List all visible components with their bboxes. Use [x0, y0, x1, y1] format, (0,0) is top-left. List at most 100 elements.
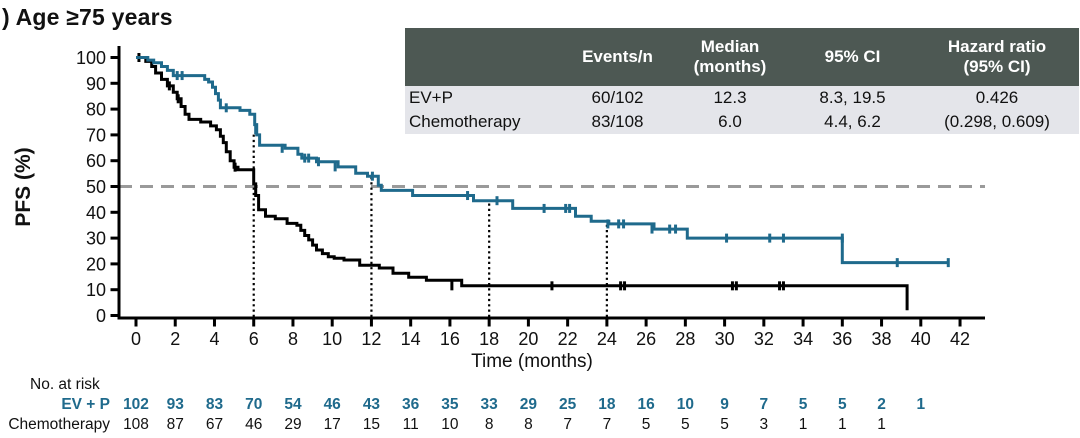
x-tick-label: 2: [170, 329, 180, 349]
risk-value: 16: [637, 396, 655, 413]
risk-value: 10: [677, 396, 694, 413]
stats-row-events: 60/102: [565, 86, 670, 110]
risk-value: 7: [760, 396, 769, 413]
x-tick-label: 22: [558, 329, 578, 349]
y-tick-label: 70: [86, 125, 106, 145]
risk-value: 102: [123, 396, 149, 413]
y-ticks: [110, 56, 119, 317]
x-tick-label: 32: [754, 329, 774, 349]
stats-row-median: 12.3: [670, 86, 790, 110]
y-tick-label: 50: [86, 177, 106, 197]
x-tick-labels: 0 2 4 6 8 10 12 14 16 18 20 22 24 26 28 30 32 34 36 38 40 42: [131, 329, 970, 349]
landmark-dotted-lines: [252, 133, 608, 317]
risk-value: 17: [324, 416, 341, 433]
x-tick-label: 28: [675, 329, 695, 349]
risk-value: 7: [563, 416, 572, 433]
x-tick-label: 40: [911, 329, 931, 349]
risk-value: 5: [681, 416, 690, 433]
y-tick-label: 80: [86, 100, 106, 120]
x-tick-label: 24: [597, 329, 617, 349]
x-tick-label: 6: [249, 329, 259, 349]
risk-value: 93: [167, 396, 185, 413]
risk-value: 35: [441, 396, 459, 413]
risk-value: 1: [838, 416, 847, 433]
axes: [117, 46, 985, 320]
risk-value: 70: [245, 396, 262, 413]
risk-value: 54: [284, 396, 302, 413]
risk-value: 36: [402, 396, 420, 413]
x-tick-label: 16: [440, 329, 460, 349]
stats-row-ci: 4.4, 6.2: [790, 110, 915, 134]
y-axis-label: PFS (%): [12, 147, 35, 226]
risk-value: 5: [642, 416, 651, 433]
stats-header-hr: Hazard ratio (95% CI): [915, 28, 1079, 86]
risk-value: 10: [441, 416, 459, 433]
risk-value: 33: [481, 396, 499, 413]
risk-row-ev-p: EV + P 102 93 83 70 54 46 43 36 35 33 29 25 18 16 10 9 7 5…: [61, 396, 925, 413]
y-tick-labels: 0 10 20 30 40 50 60 70 80 90 100: [76, 48, 106, 326]
x-ticks: [134, 318, 962, 327]
stats-row-median: 6.0: [670, 110, 790, 134]
stats-header-median: Median (months): [670, 28, 790, 86]
risk-value: 15: [363, 416, 380, 433]
stats-row-hr: 0.426: [915, 86, 1079, 110]
x-tick-label: 10: [322, 329, 342, 349]
risk-value: 87: [167, 416, 184, 433]
risk-value: 5: [799, 396, 808, 413]
risk-value: 5: [838, 396, 847, 413]
y-tick-label: 0: [96, 306, 106, 326]
x-tick-label: 8: [288, 329, 298, 349]
risk-value: 67: [206, 416, 223, 433]
risk-value: 18: [598, 396, 616, 413]
stats-row-events: 83/108: [565, 110, 670, 134]
risk-value: 5: [720, 416, 729, 433]
x-tick-label: 18: [479, 329, 499, 349]
survival-step-path: [136, 56, 949, 265]
stats-row-label: Chemotherapy: [405, 110, 565, 134]
risk-value: 1: [916, 396, 925, 413]
risk-value: 9: [720, 396, 729, 413]
stats-row-hr: (0.298, 0.609): [915, 110, 1079, 134]
x-tick-label: 34: [793, 329, 813, 349]
x-tick-label: 26: [636, 329, 656, 349]
x-tick-label: 12: [361, 329, 381, 349]
chemotherapy-curve: [136, 53, 909, 311]
risk-value: 46: [245, 416, 262, 433]
stats-row-ci: 8.3, 19.5: [790, 86, 915, 110]
x-tick-label: 42: [950, 329, 970, 349]
risk-row-label: EV + P: [61, 396, 110, 413]
y-tick-label: 40: [86, 203, 106, 223]
x-tick-label: 30: [715, 329, 735, 349]
risk-value: 108: [123, 416, 149, 433]
risk-row-chemotherapy: Chemotherapy 108 87 67 46 29 17 15 11 10 8 8 7 7 5 5 5 3 1…: [8, 416, 886, 433]
risk-value: 25: [559, 396, 577, 413]
x-tick-label: 14: [401, 329, 421, 349]
risk-value: 7: [603, 416, 612, 433]
risk-value: 2: [877, 396, 886, 413]
stats-header-ci: 95% CI: [790, 28, 915, 86]
x-tick-label: 36: [832, 329, 852, 349]
risk-value: 8: [485, 416, 494, 433]
risk-value: 43: [363, 396, 381, 413]
panel-title: ) Age ≥75 years: [2, 4, 173, 30]
stats-header-events: Events/n: [565, 28, 670, 86]
y-tick-label: 90: [86, 74, 106, 94]
risk-table-heading: No. at risk: [30, 376, 100, 393]
risk-value: 3: [760, 416, 769, 433]
risk-value: 29: [284, 416, 301, 433]
x-axis-label: Time (months): [471, 351, 593, 372]
stats-header-blank: [405, 28, 565, 86]
risk-value: 8: [524, 416, 533, 433]
x-tick-label: 38: [872, 329, 892, 349]
y-tick-label: 100: [76, 48, 106, 68]
risk-value: 46: [324, 396, 342, 413]
risk-value: 83: [206, 396, 224, 413]
x-tick-label: 4: [209, 329, 219, 349]
stats-row-label: EV+P: [405, 86, 565, 110]
y-tick-label: 60: [86, 151, 106, 171]
y-tick-label: 20: [86, 254, 106, 274]
x-tick-label: 0: [131, 329, 141, 349]
y-tick-label: 10: [86, 280, 106, 300]
